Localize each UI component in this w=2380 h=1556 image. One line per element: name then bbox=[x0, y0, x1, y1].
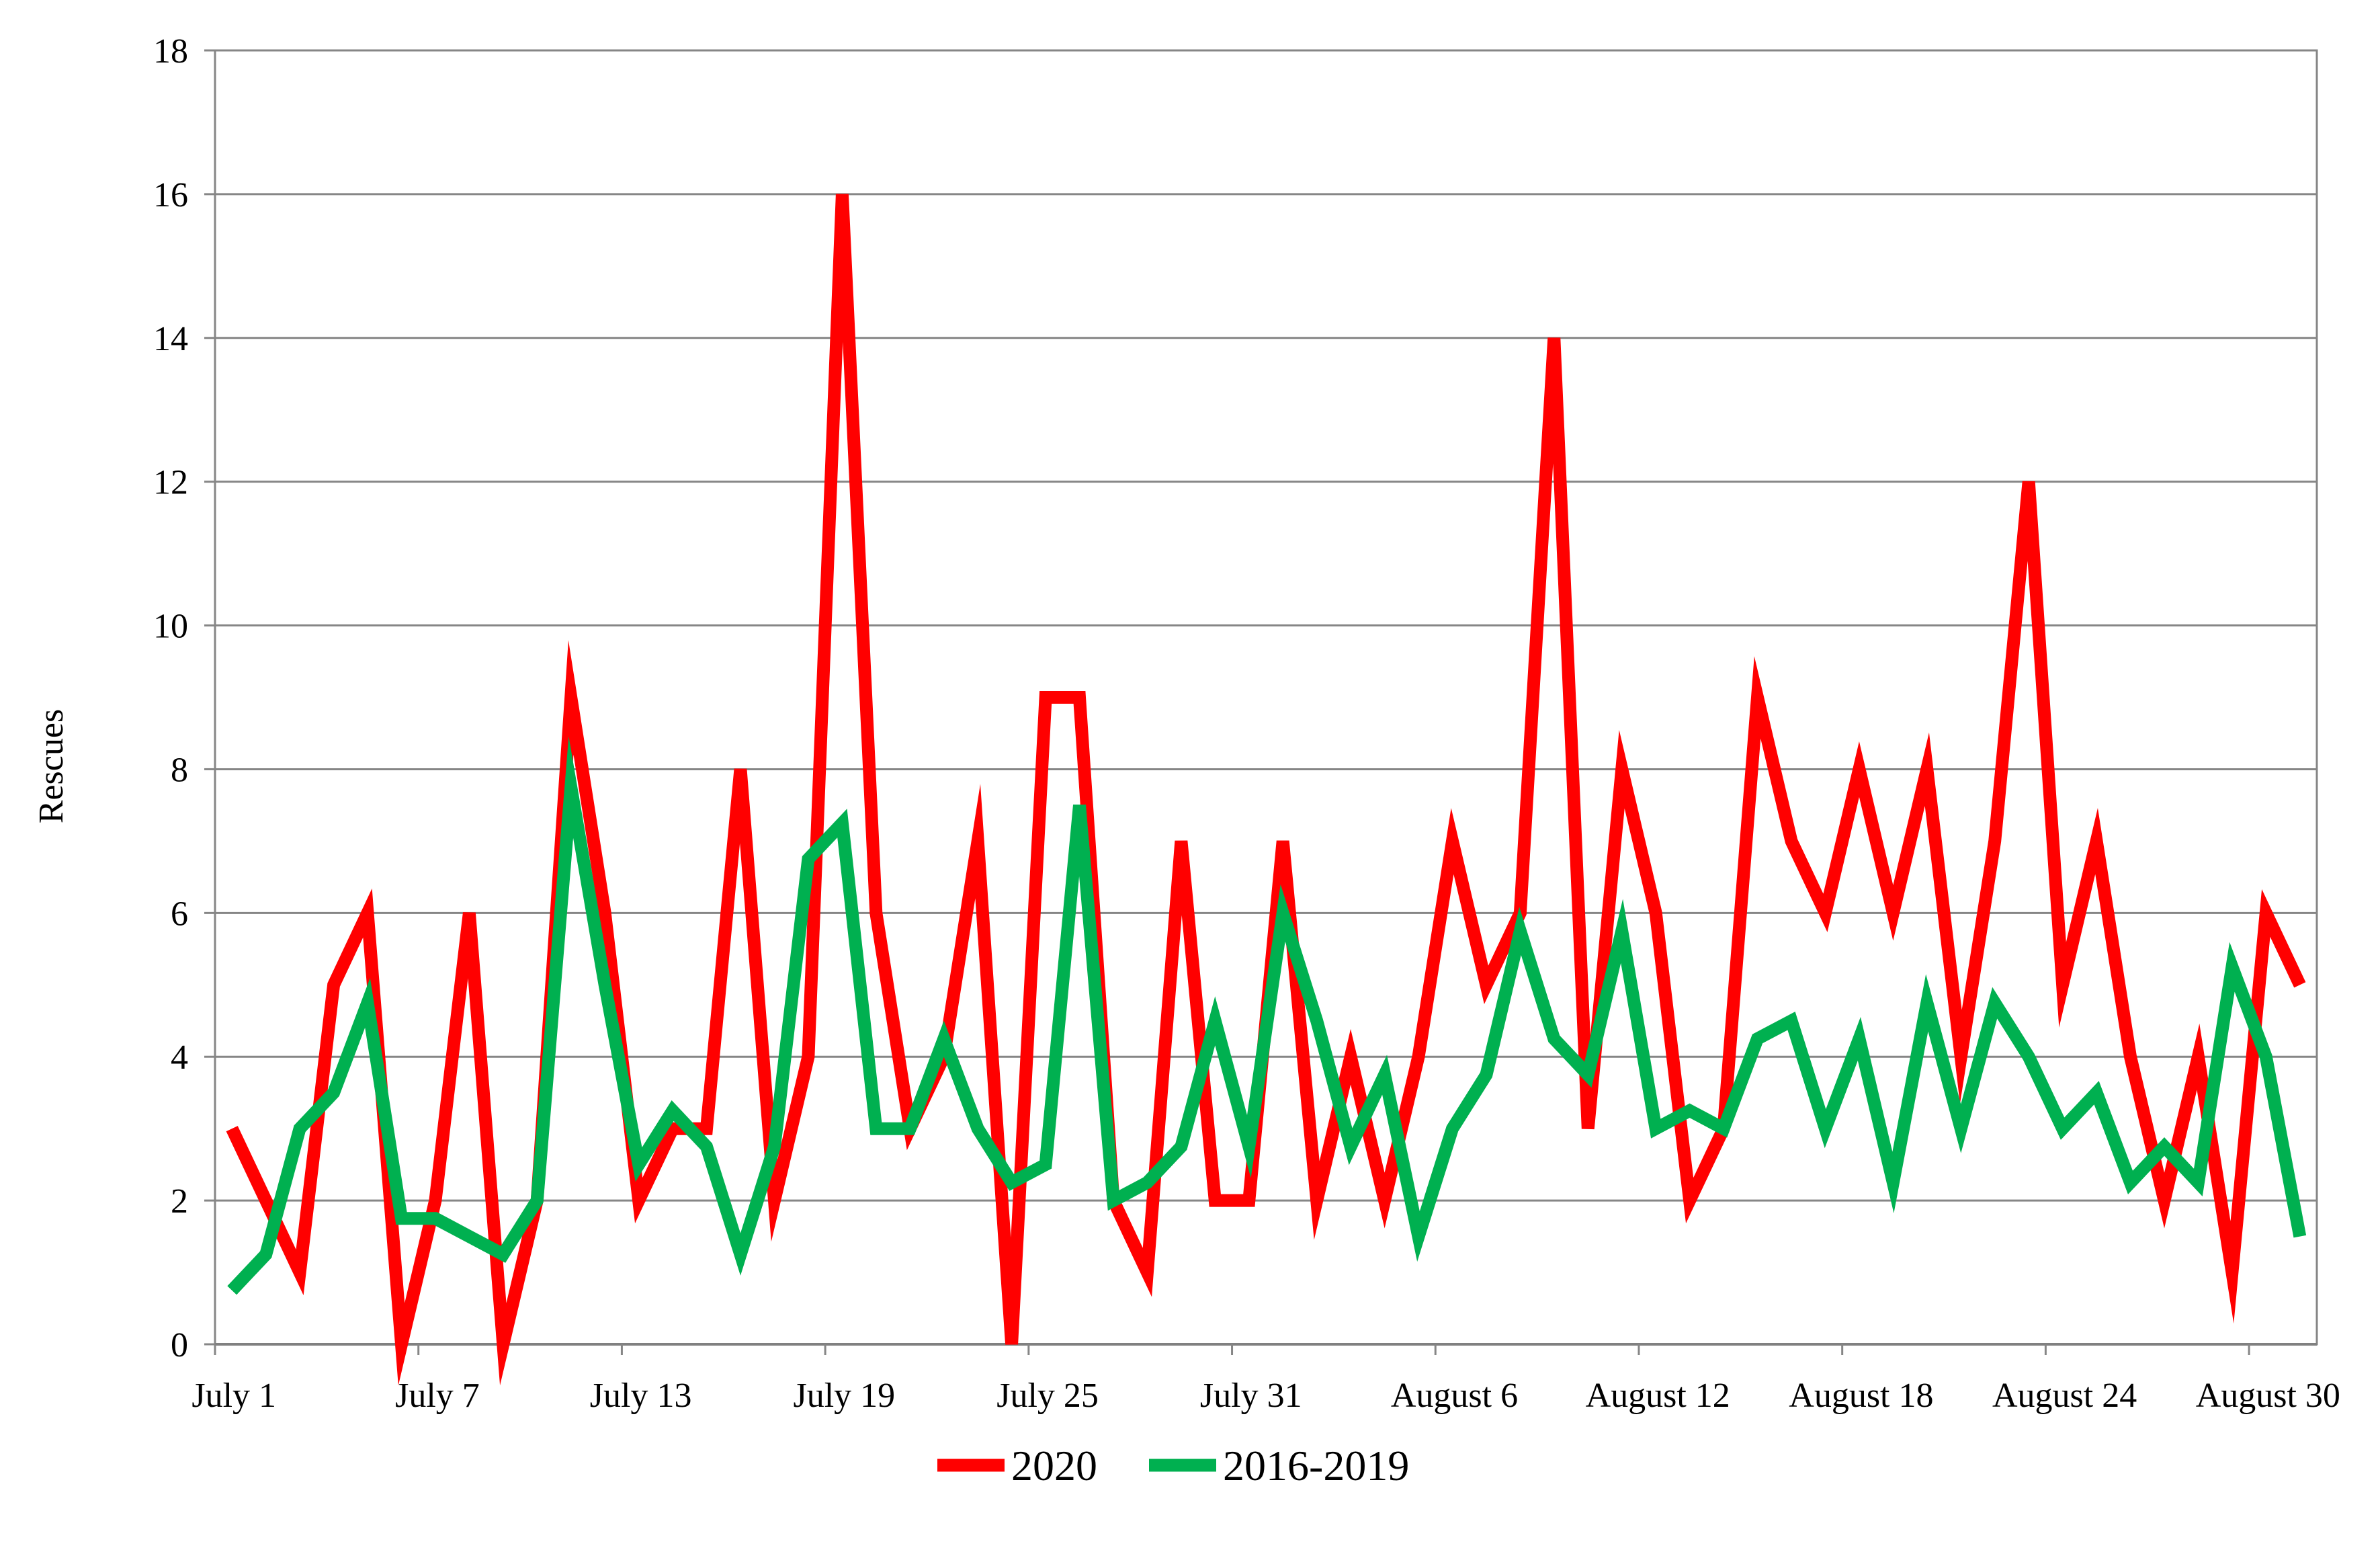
y-tick-label: 16 bbox=[153, 176, 188, 214]
x-tick-label: July 1 bbox=[192, 1377, 276, 1415]
y-tick-label: 0 bbox=[171, 1326, 188, 1364]
y-tick-label: 18 bbox=[153, 32, 188, 71]
x-tick-label: July 25 bbox=[996, 1377, 1099, 1415]
x-tick-label: August 6 bbox=[1391, 1377, 1518, 1415]
x-tick-label: July 13 bbox=[590, 1377, 692, 1415]
legend: 2020 2016-2019 bbox=[937, 1442, 1409, 1489]
legend-item: 2020 bbox=[937, 1442, 1097, 1489]
y-tick-label: 2 bbox=[171, 1182, 188, 1221]
x-tick-label: July 31 bbox=[1200, 1377, 1302, 1415]
y-tick-label: 10 bbox=[153, 608, 188, 646]
y-tick-label: 8 bbox=[171, 751, 188, 789]
y-axis-label: Rescues bbox=[32, 709, 71, 823]
legend-label: 2020 bbox=[1011, 1442, 1097, 1489]
y-tick-label: 12 bbox=[153, 464, 188, 502]
legend-label: 2016-2019 bbox=[1223, 1442, 1409, 1489]
y-tick-label: 4 bbox=[171, 1038, 188, 1077]
legend-item: 2016-2019 bbox=[1149, 1442, 1409, 1489]
series-line-1 bbox=[227, 736, 2307, 1295]
tick-labels: 0 2 4 6 8 10 12 14 16 18 July 1 July 7 July 13 July 1… bbox=[153, 32, 2340, 1415]
series-lines bbox=[226, 194, 2307, 1386]
x-tick-label: August 24 bbox=[1992, 1377, 2137, 1415]
y-tick-label: 6 bbox=[171, 895, 188, 933]
x-tick-label: August 30 bbox=[2196, 1377, 2340, 1415]
x-tick-label: July 7 bbox=[395, 1377, 480, 1415]
x-tick-label: July 19 bbox=[794, 1377, 896, 1415]
y-tick-label: 14 bbox=[153, 320, 188, 358]
plot-area bbox=[214, 49, 2318, 1346]
axes bbox=[204, 49, 2318, 1355]
x-tick-label: August 18 bbox=[1789, 1377, 1933, 1415]
x-tick-label: August 12 bbox=[1586, 1377, 1730, 1415]
